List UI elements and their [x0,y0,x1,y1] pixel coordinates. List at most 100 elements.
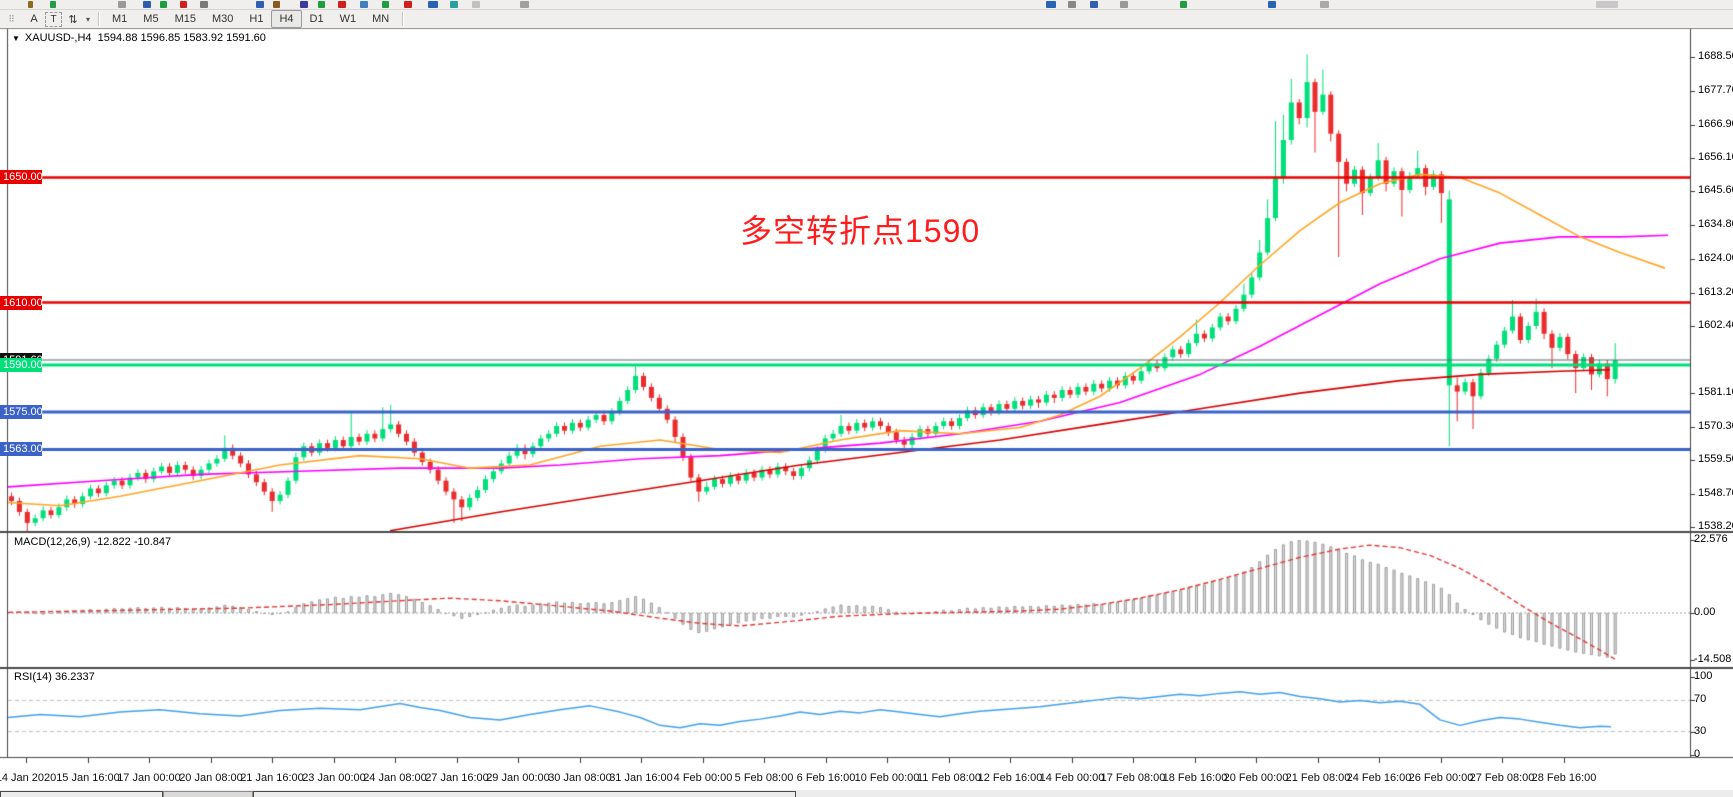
timeframe-button-MN[interactable]: MN [372,13,390,25]
time-tick-label: 20 Jan 08:00 [179,772,243,784]
time-tick-label: 14 Jan 2020 [0,772,57,784]
time-tick-label: 28 Feb 16:00 [1531,772,1597,784]
chart-ohlc-values: 1594.88 1596.85 1583.92 1591.60 [97,32,266,44]
toolbar-icon-fragment[interactable] [1596,1,1618,8]
timeframe-button-M1[interactable]: M1 [112,13,128,25]
timeframe-button-H4[interactable]: H4 [271,10,302,28]
rsi-tick-label: 100 [1694,670,1713,682]
price-tick-label: 1613.20 [1698,286,1733,298]
arrow-objects-icon[interactable]: ⇅ [68,13,78,26]
time-tick-label: 21 Jan 16:00 [240,772,304,784]
time-tick-label: 23 Jan 00:00 [302,772,366,784]
toolbar-icon-fragment[interactable] [256,1,264,8]
price-badge: 1650.00 [0,170,43,184]
chart-symbol-label: XAUUSD-,H4 [24,32,92,44]
timeframe-button-M30[interactable]: M30 [211,13,234,25]
chart-title: ▼ XAUUSD-,H4 1594.88 1596.85 1583.92 1591… [12,32,266,44]
timeframe-buttons: M1 M5 M15 M30 H1 H4 D1 W1 MN [104,10,397,28]
price-tick-label: 1656.10 [1698,151,1733,163]
time-tick-label: 24 Jan 08:00 [363,772,427,784]
rsi-tick-label: 70 [1694,693,1707,705]
macd-tick-label: 22.576 [1694,533,1728,545]
toolbar-icon-fragment[interactable] [1046,1,1056,8]
toolbar-icon-fragment[interactable] [200,1,208,8]
time-tick-label: 27 Jan 16:00 [425,772,489,784]
dropdown-caret-icon[interactable]: ▾ [85,14,90,24]
toolbar-icon-fragment[interactable] [1268,1,1276,8]
toolbar-icon-fragment[interactable] [338,1,346,8]
text-label-icon[interactable]: A [30,13,38,25]
price-tick-label: 1548.70 [1698,487,1733,499]
chart-tab-partial[interactable] [163,791,253,797]
toolbar-icon-fragment[interactable] [382,1,389,8]
price-tick-label: 1559.50 [1698,453,1733,465]
toolbar-icon-fragment[interactable] [472,1,480,8]
chart-collapse-icon[interactable]: ▼ [12,34,20,43]
price-badge: 1610.00 [0,296,43,310]
time-tick-label: 30 Jan 08:00 [548,772,612,784]
price-tick-label: 1645.60 [1698,184,1733,196]
macd-tick-label: -14.508 [1694,653,1732,665]
timeframe-button-W1[interactable]: W1 [339,13,357,25]
toolbar-icon-fragment[interactable] [143,1,151,8]
toolbar-icon-fragment[interactable] [28,1,33,8]
price-tick-label: 1602.40 [1698,319,1733,331]
bottom-tabs-partial [0,790,1733,797]
macd-tick-label: 0.00 [1694,606,1716,618]
chart-tab-partial[interactable] [0,791,163,797]
time-tick-label: 17 Feb 08:00 [1100,772,1166,784]
toolbar-icon-fragment[interactable] [300,1,308,8]
rsi-tick-label: 30 [1694,725,1707,737]
time-tick-label: 31 Jan 16:00 [609,772,673,784]
price-tick-label: 1581.10 [1698,386,1733,398]
toolbar-icon-fragment[interactable] [404,1,412,8]
price-tick-label: 1538.20 [1698,520,1733,532]
toolbar: ⠿ A T ⇅ ▾ M1 M5 M15 M30 H1 H4 D1 W1 MN [0,10,1733,28]
price-tick-label: 1570.30 [1698,420,1733,432]
time-tick-label: 21 Feb 08:00 [1285,772,1351,784]
rsi-indicator-label: RSI(14) 36.2337 [14,671,95,683]
chart-annotation-text[interactable]: 多空转折点1590 [740,213,981,249]
time-tick-label: 18 Feb 16:00 [1162,772,1228,784]
toolbar-icon-fragment[interactable] [1068,1,1076,8]
price-badge: 1563.00 [0,442,43,456]
toolbar-icon-fragment[interactable] [318,1,325,8]
toolbar-icon-fragment[interactable] [1120,1,1128,8]
toolbar-icon-fragment[interactable] [360,1,368,8]
time-tick-label: 29 Jan 00:00 [486,772,550,784]
toolbar-icon-fragment[interactable] [1320,1,1329,8]
chart-tab-partial[interactable] [253,791,796,797]
toolbar-icon-fragment[interactable] [273,1,280,8]
toolbar-icon-fragment[interactable] [118,1,126,8]
top-toolbar-partial [0,0,1733,10]
time-tick-label: 6 Feb 16:00 [796,772,856,784]
time-tick-label: 17 Jan 00:00 [117,772,181,784]
rsi-tick-label: 0 [1694,748,1701,760]
timeframe-button-D1[interactable]: D1 [309,13,324,25]
toolbar-icon-fragment[interactable] [520,1,529,8]
time-tick-label: 20 Feb 00:00 [1223,772,1289,784]
price-tick-label: 1688.50 [1698,50,1733,62]
time-tick-label: 26 Feb 00:00 [1408,772,1474,784]
toolbar-icon-fragment[interactable] [1180,1,1187,8]
timeframe-button-H1[interactable]: H1 [249,13,264,25]
time-tick-label: 15 Jan 16:00 [56,772,120,784]
toolbar-separator [98,12,99,26]
timeframe-button-M5[interactable]: M5 [143,13,159,25]
toolbar-icon-fragment[interactable] [50,1,56,8]
time-tick-label: 24 Feb 16:00 [1346,772,1412,784]
time-tick-label: 11 Feb 08:00 [916,772,982,784]
timeframe-button-M15[interactable]: M15 [174,13,196,25]
text-box-icon[interactable]: T [45,11,62,27]
time-tick-label: 10 Feb 00:00 [854,772,920,784]
toolbar-icon-fragment[interactable] [160,1,167,8]
toolbar-handle-icon[interactable]: ⠿ [8,13,15,24]
toolbar-icon-fragment[interactable] [180,1,187,8]
time-tick-label: 12 Feb 16:00 [977,772,1043,784]
toolbar-icon-fragment[interactable] [428,1,438,8]
toolbar-icon-fragment[interactable] [1090,1,1098,8]
time-tick-label: 27 Feb 08:00 [1469,772,1535,784]
toolbar-icon-fragment[interactable] [450,1,458,8]
